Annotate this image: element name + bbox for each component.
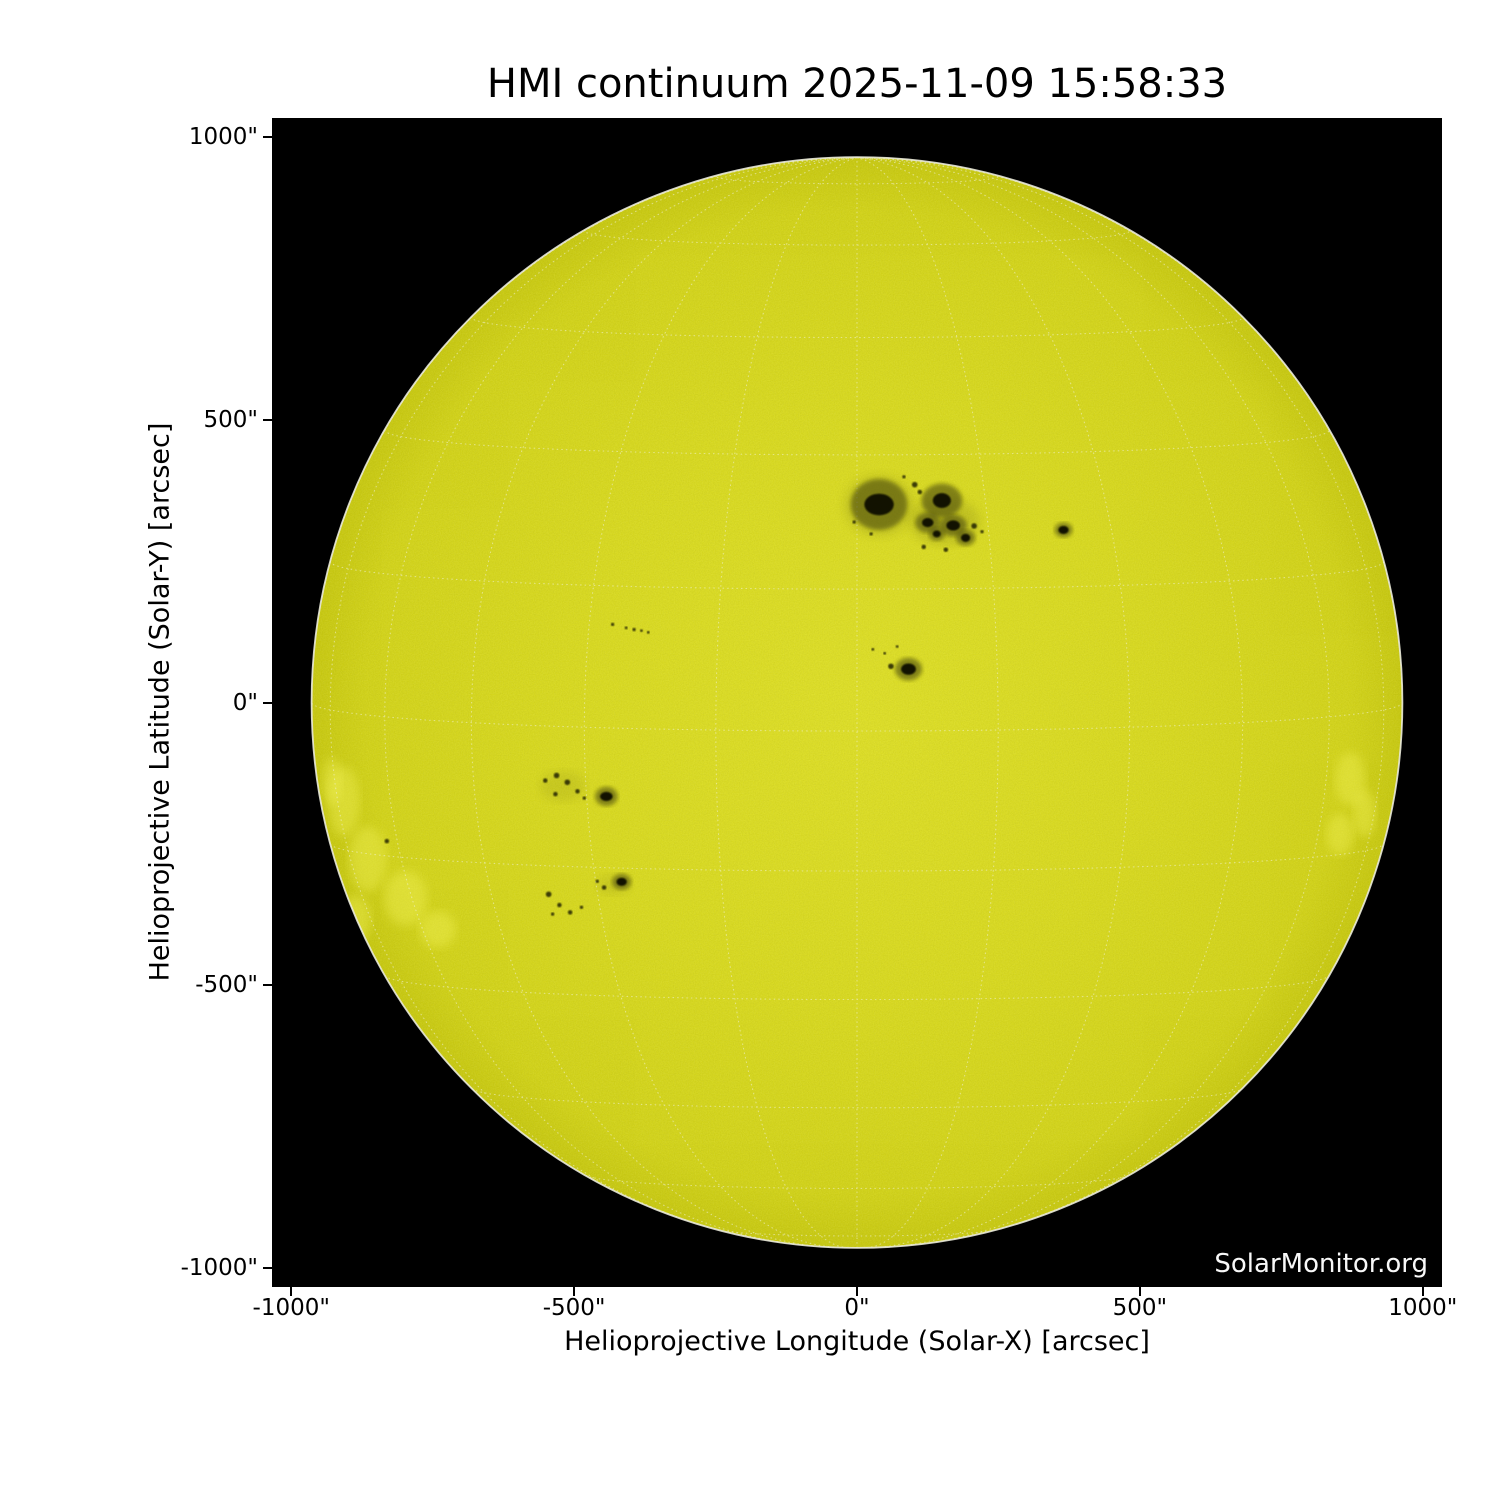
facula (348, 826, 387, 893)
y-tick-mark (263, 135, 272, 138)
facula (1326, 813, 1354, 856)
x-tick-label: -1000" (252, 1295, 330, 1321)
pore (871, 647, 875, 651)
pore-group (384, 475, 984, 916)
pore (888, 663, 894, 670)
pore (869, 532, 873, 536)
x-tick-mark (1421, 1287, 1424, 1296)
pore (553, 772, 560, 779)
facula (419, 911, 456, 948)
pore (911, 481, 918, 488)
watermark-text: SolarMonitor.org (1214, 1249, 1428, 1279)
sunspot-umbra (1058, 525, 1069, 534)
x-tick-mark (573, 1287, 576, 1296)
y-tick-mark (263, 984, 272, 987)
facula (1335, 752, 1366, 807)
pore (564, 779, 571, 786)
y-tick-label: 0" (232, 689, 258, 716)
heliographic-grid (311, 157, 1403, 1248)
solar-limb-rim (310, 156, 1404, 1249)
y-tick-mark (263, 701, 272, 704)
pore (610, 622, 615, 627)
sun-disk-svg (310, 156, 1404, 1249)
x-tick-label: 500" (1112, 1295, 1168, 1321)
pore (980, 529, 984, 534)
pore (883, 651, 887, 655)
pore (567, 910, 573, 915)
x-tick-label: -500" (542, 1295, 606, 1321)
pore (545, 891, 552, 898)
sunspot-umbra (932, 493, 951, 508)
pore (632, 627, 636, 632)
pore (575, 789, 580, 794)
pore (582, 796, 586, 800)
facula (322, 757, 342, 805)
x-tick-label: 0" (844, 1295, 870, 1321)
sunspot-umbra (932, 530, 941, 538)
pore (917, 489, 923, 495)
sunspot-umbra (901, 663, 916, 675)
sunspot-umbra (946, 520, 960, 531)
pore (543, 778, 548, 783)
pore (601, 885, 607, 890)
pore (550, 912, 555, 916)
facula (1353, 789, 1376, 838)
sunspot-umbra (616, 877, 627, 886)
sunspot-umbra (864, 493, 894, 516)
y-tick-label: -500" (195, 972, 258, 999)
pore (902, 475, 906, 479)
plot-area: SolarMonitor.org (272, 118, 1442, 1287)
x-axis-label: Helioprojective Longitude (Solar-X) [arc… (564, 1326, 1150, 1357)
x-tick-mark (290, 1287, 293, 1296)
pore (921, 544, 927, 550)
sunspot-group (595, 479, 1073, 890)
pore (553, 791, 558, 797)
x-tick-mark (1138, 1287, 1141, 1296)
y-tick-label: 1000" (188, 123, 258, 150)
pore (595, 879, 600, 883)
sunspot-umbra (922, 518, 934, 528)
y-tick-mark (263, 1267, 272, 1270)
pore (384, 838, 390, 844)
facula (384, 871, 428, 926)
y-tick-mark (263, 418, 272, 421)
pore (943, 547, 949, 553)
pore (624, 626, 628, 630)
pore (640, 629, 643, 633)
y-tick-label: -1000" (180, 1255, 258, 1282)
x-tick-mark (856, 1287, 858, 1296)
pore (557, 902, 562, 908)
y-tick-label: 500" (203, 406, 258, 433)
x-tick-label: 1000" (1388, 1295, 1458, 1321)
sunspot-umbra (961, 533, 971, 542)
pore (579, 905, 584, 910)
sunspot-umbra (600, 791, 613, 801)
pore (971, 523, 977, 529)
pore (646, 630, 650, 634)
chart-title: HMI continuum 2025-11-09 15:58:33 (486, 61, 1228, 107)
pore (895, 645, 899, 648)
pore (852, 520, 856, 524)
